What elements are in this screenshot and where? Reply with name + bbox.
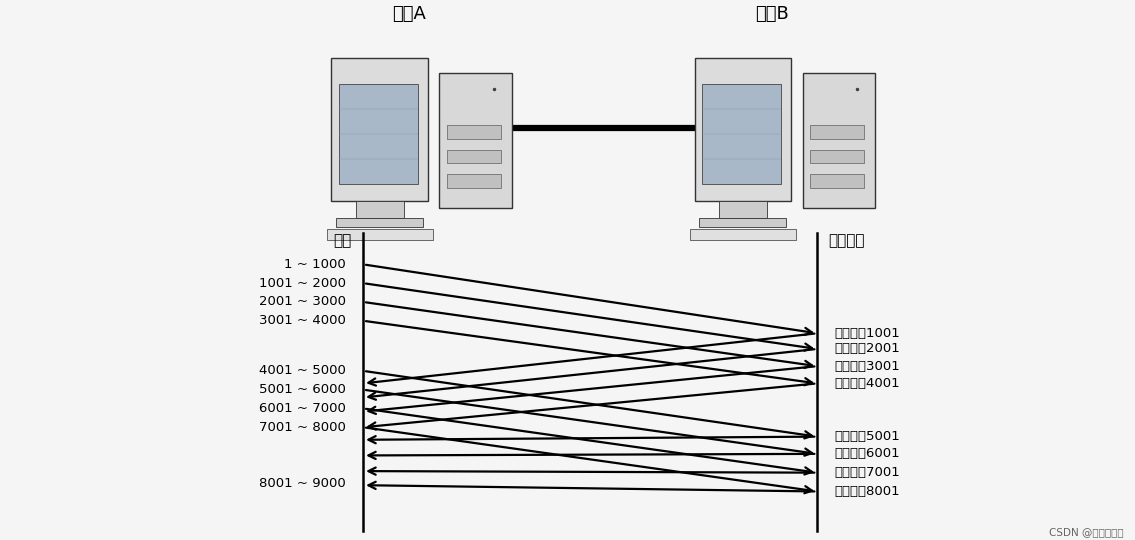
Bar	[810, 150, 864, 163]
Bar	[703, 84, 782, 184]
Bar	[810, 174, 864, 188]
Text: CSDN @小白在进击: CSDN @小白在进击	[1049, 527, 1124, 537]
Text: 下一个是4001: 下一个是4001	[834, 377, 900, 390]
Text: 5001 ~ 6000: 5001 ~ 6000	[259, 383, 346, 396]
Text: 2001 ~ 3000: 2001 ~ 3000	[259, 295, 346, 308]
Bar	[327, 229, 432, 240]
Text: 下一个是6001: 下一个是6001	[834, 447, 900, 461]
Bar	[447, 125, 501, 139]
Bar	[447, 174, 501, 188]
Text: 下一个是7001: 下一个是7001	[834, 466, 900, 479]
Text: 主机A: 主机A	[392, 5, 426, 23]
Bar	[336, 218, 423, 227]
Bar	[718, 201, 767, 218]
Text: 下一个是1001: 下一个是1001	[834, 327, 900, 340]
Bar	[810, 125, 864, 139]
Bar	[802, 72, 875, 208]
Bar	[355, 201, 404, 218]
Text: 1001 ~ 2000: 1001 ~ 2000	[259, 276, 346, 289]
Text: 8001 ~ 9000: 8001 ~ 9000	[260, 477, 346, 490]
Text: 下一个是3001: 下一个是3001	[834, 360, 900, 373]
Bar	[699, 218, 787, 227]
Bar	[331, 58, 428, 201]
Text: 6001 ~ 7000: 6001 ~ 7000	[259, 402, 346, 415]
Text: 7001 ~ 8000: 7001 ~ 8000	[259, 421, 346, 434]
Text: 4001 ~ 5000: 4001 ~ 5000	[259, 364, 346, 377]
Bar	[339, 84, 418, 184]
Text: 下一个是5001: 下一个是5001	[834, 430, 900, 443]
Bar	[695, 58, 791, 201]
Text: 确认应答: 确认应答	[829, 233, 865, 248]
Text: 数据: 数据	[334, 233, 352, 248]
Text: 下一个是2001: 下一个是2001	[834, 342, 900, 355]
Text: 下一个是8001: 下一个是8001	[834, 485, 900, 498]
Bar	[690, 229, 796, 240]
Text: 3001 ~ 4000: 3001 ~ 4000	[259, 314, 346, 327]
Text: 主机B: 主机B	[755, 5, 789, 23]
Text: 1 ~ 1000: 1 ~ 1000	[285, 258, 346, 271]
Bar	[439, 72, 512, 208]
Bar	[447, 150, 501, 163]
